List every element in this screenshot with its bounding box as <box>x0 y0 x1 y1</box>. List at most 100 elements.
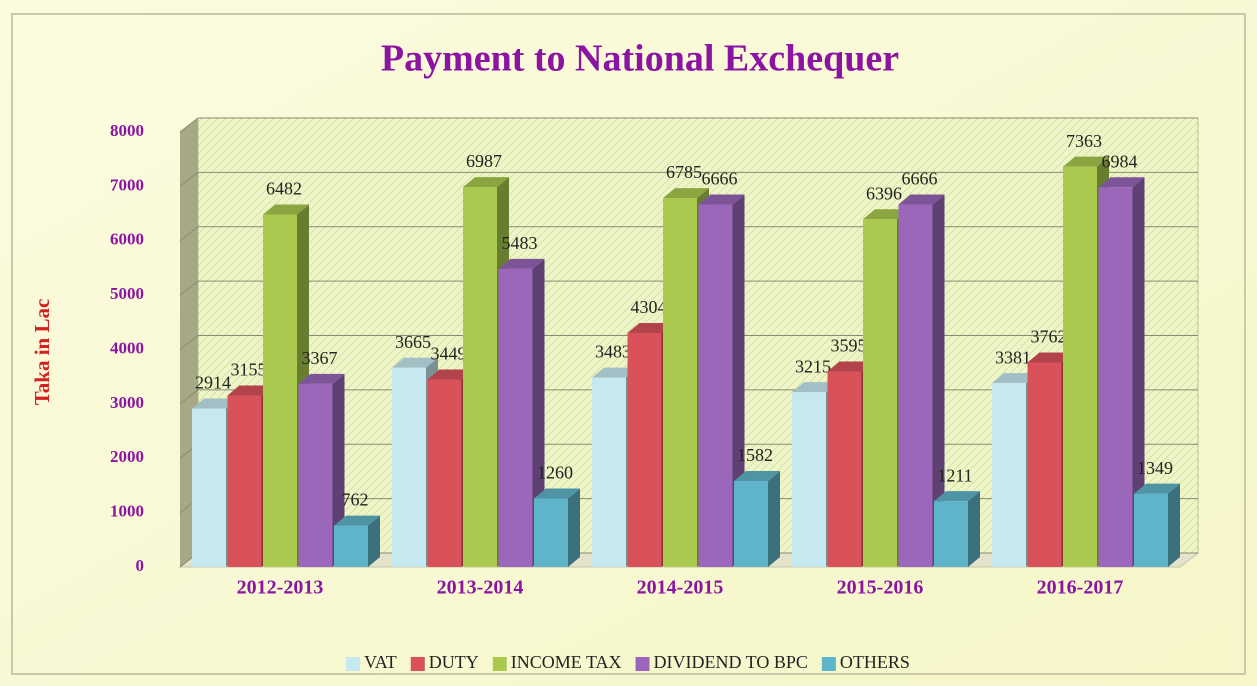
legend-swatch <box>635 657 650 671</box>
x-tick-label: 2015-2016 <box>837 577 924 599</box>
data-label: 1211 <box>937 465 972 485</box>
bar <box>992 383 1026 567</box>
bar <box>792 392 826 567</box>
bar-side <box>368 515 380 567</box>
data-label: 3483 <box>595 342 631 362</box>
bar-side <box>968 491 980 567</box>
bar-top <box>192 398 238 409</box>
bar <box>427 379 462 567</box>
legend-swatch <box>346 657 361 671</box>
bar-top <box>498 258 545 269</box>
bar-top <box>534 488 580 499</box>
data-label: 3665 <box>395 332 431 352</box>
bar <box>392 367 426 567</box>
y-tick-label: 7000 <box>110 175 144 194</box>
bar <box>192 408 226 567</box>
data-label: 2914 <box>195 373 231 393</box>
bar-side <box>768 470 780 567</box>
data-label: 1582 <box>737 445 773 465</box>
frame <box>11 13 1246 675</box>
data-label: 7363 <box>1066 131 1102 151</box>
bar-top <box>898 194 945 205</box>
bar <box>734 480 768 567</box>
data-label: 6482 <box>266 179 302 199</box>
data-label: 6666 <box>902 169 938 189</box>
bar-top <box>1027 352 1074 363</box>
bar <box>1027 362 1062 567</box>
y-tick-label: 2000 <box>110 447 144 466</box>
bar-top <box>663 188 709 199</box>
bar <box>898 204 933 567</box>
data-label: 6785 <box>666 162 702 182</box>
bar <box>827 371 862 567</box>
y-tick-label: 6000 <box>110 230 144 249</box>
data-label: 3762 <box>1031 327 1067 347</box>
data-label: 4304 <box>631 297 667 317</box>
x-tick-label: 2013-2014 <box>437 577 524 599</box>
bar <box>663 198 697 568</box>
bar-top <box>392 357 438 368</box>
bar <box>298 383 333 567</box>
bar-top <box>827 361 874 372</box>
bar <box>934 501 968 567</box>
legend-label: DIVIDEND TO BPC <box>654 652 808 672</box>
bar-top <box>1098 177 1145 188</box>
bar <box>227 395 262 567</box>
y-tick-label: 5000 <box>110 284 144 303</box>
bar-top <box>627 322 674 333</box>
bar <box>463 187 497 567</box>
bar <box>863 219 897 567</box>
data-label: 6984 <box>1102 151 1138 171</box>
bar <box>627 332 662 567</box>
y-axis-label: Taka in Lac <box>30 299 54 406</box>
data-label: 5483 <box>502 233 538 253</box>
y-tick-label: 1000 <box>110 502 144 521</box>
bar-top <box>992 373 1038 384</box>
data-label: 3381 <box>995 347 1031 367</box>
chart-title: Payment to National Exchequer <box>381 38 899 80</box>
bar-side <box>532 258 545 567</box>
bar-top <box>592 367 638 378</box>
legend-label: DUTY <box>429 652 479 672</box>
y-tick-label: 8000 <box>110 121 144 140</box>
legend-swatch <box>410 657 425 671</box>
bar-side <box>732 194 745 567</box>
bar-top <box>1134 483 1180 494</box>
bar-top <box>427 369 474 380</box>
grid-line <box>179 117 1198 133</box>
bar-top <box>263 204 309 215</box>
bar-top <box>863 209 909 220</box>
data-label: 3595 <box>831 336 867 356</box>
data-label: 6396 <box>866 183 902 203</box>
data-label: 6987 <box>466 151 502 171</box>
bar <box>1098 187 1133 567</box>
data-label: 1349 <box>1137 458 1173 478</box>
x-tick-label: 2016-2017 <box>1037 577 1124 599</box>
bar-top <box>463 177 509 188</box>
bar-side <box>332 373 345 567</box>
bar-side <box>1168 483 1180 567</box>
bar-side <box>1132 177 1145 567</box>
legend-label: OTHERS <box>840 652 910 672</box>
data-label: 762 <box>342 490 369 510</box>
bar <box>698 204 733 567</box>
legend-swatch <box>492 657 507 671</box>
y-tick-label: 0 <box>136 556 145 575</box>
bar <box>334 525 368 567</box>
data-label: 1260 <box>537 463 573 483</box>
bar <box>534 498 568 567</box>
bar-top <box>734 470 780 481</box>
bar-top <box>298 373 345 384</box>
bar <box>1134 493 1168 567</box>
data-label: 6666 <box>702 169 738 189</box>
bar <box>498 268 533 567</box>
data-label: 3155 <box>231 360 267 380</box>
bar-top <box>334 515 380 526</box>
data-label: 3449 <box>431 344 467 364</box>
x-tick-label: 2014-2015 <box>637 577 724 599</box>
y-tick-label: 4000 <box>110 338 144 357</box>
grid-line <box>179 171 1198 187</box>
bar-top <box>1063 156 1109 167</box>
